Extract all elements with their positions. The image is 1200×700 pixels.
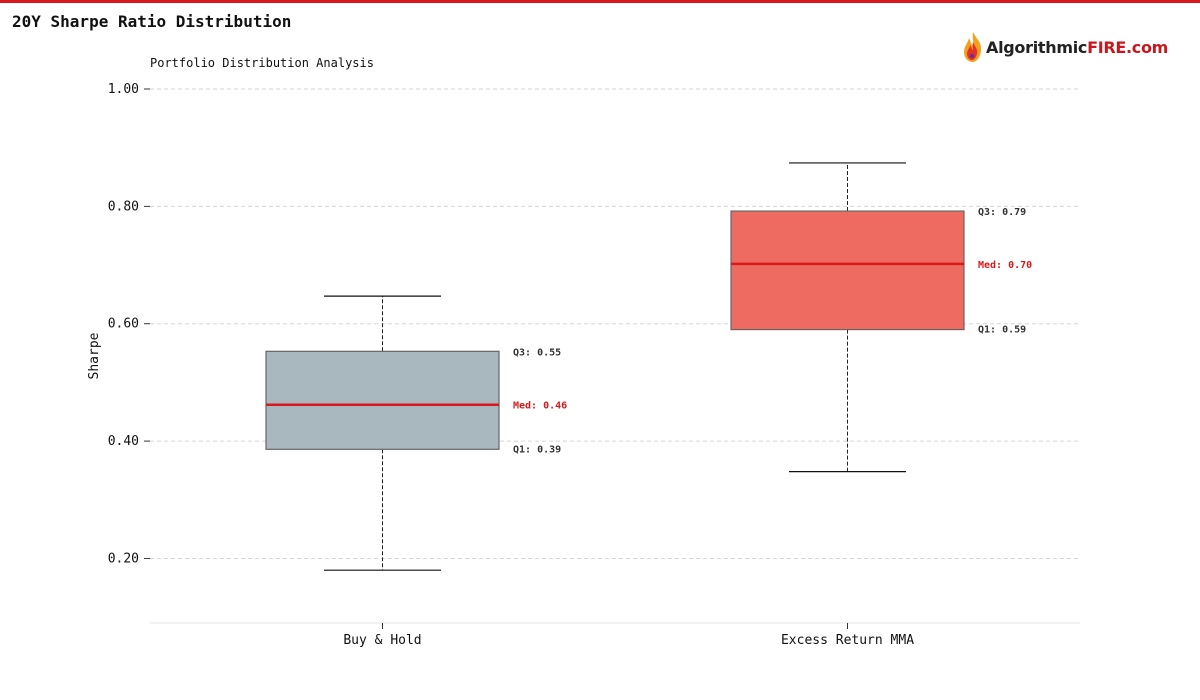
y-tick-label: 0.40: [108, 434, 139, 449]
x-tick-label: Buy & Hold: [343, 633, 421, 648]
x-tick-label: Excess Return MMA: [781, 633, 914, 648]
flame-icon: [964, 32, 982, 62]
y-tick-label: 0.60: [108, 317, 139, 332]
median-label: Med: 0.70: [978, 260, 1032, 271]
logo-text-red: FIRE.com: [1087, 37, 1169, 57]
y-tick-label: 1.00: [108, 82, 139, 97]
logo-text: AlgorithmicFIRE.com: [986, 38, 1168, 57]
chart-subtitle: Portfolio Distribution Analysis: [150, 56, 374, 70]
y-axis-label: Sharpe: [87, 332, 102, 379]
logo-text-dark: Algorithmic: [986, 37, 1088, 57]
median-label: Med: 0.46: [513, 401, 567, 412]
q3-label: Q3: 0.79: [978, 207, 1026, 218]
logo: AlgorithmicFIRE.com: [960, 30, 1168, 64]
q1-label: Q1: 0.39: [513, 444, 561, 455]
q3-label: Q3: 0.55: [513, 347, 561, 358]
q1-label: Q1: 0.59: [978, 325, 1026, 336]
page-title: 20Y Sharpe Ratio Distribution: [12, 12, 292, 31]
y-tick-label: 0.80: [108, 199, 139, 214]
box-iqr: [265, 350, 500, 450]
box-iqr: [730, 210, 965, 331]
y-tick-label: 0.20: [108, 551, 139, 566]
top-accent-bar: [0, 0, 1200, 3]
